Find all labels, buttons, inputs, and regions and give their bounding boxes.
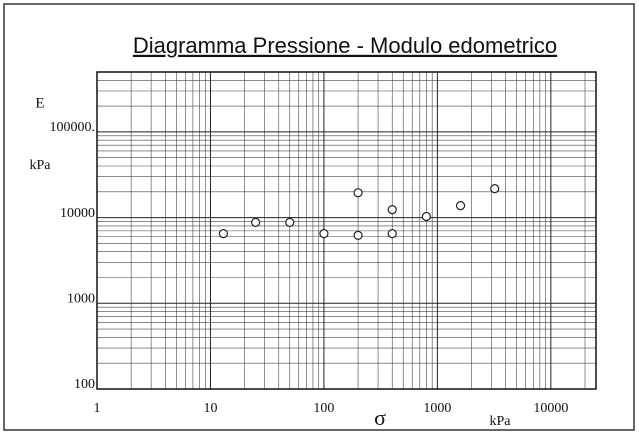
x-tick-label: 10 bbox=[203, 401, 217, 416]
x-label: σ bbox=[374, 405, 386, 430]
chart-title: Diagramma Pressione - Modulo edometrico bbox=[133, 33, 557, 58]
x-tick-label: 1000 bbox=[423, 401, 451, 416]
y-tick-label: 10000 bbox=[60, 206, 95, 221]
x-unit: kPa bbox=[490, 414, 512, 429]
point bbox=[455, 201, 466, 211]
point bbox=[387, 229, 397, 239]
x-tick-label: 1 bbox=[94, 401, 101, 416]
point bbox=[251, 217, 261, 227]
point bbox=[421, 211, 431, 222]
y-tick-label: 100000. bbox=[50, 120, 96, 135]
y-label: E bbox=[35, 95, 44, 111]
frame bbox=[3, 3, 635, 431]
point bbox=[490, 183, 500, 194]
x-tick-label: 10000 bbox=[533, 401, 568, 416]
plot-frame bbox=[96, 71, 597, 390]
point bbox=[218, 229, 228, 239]
point bbox=[353, 188, 363, 198]
point bbox=[319, 229, 329, 239]
x-tick-label: 100 bbox=[313, 401, 334, 416]
y-tick-label: 100 bbox=[74, 377, 95, 392]
y-tick-label: 1000 bbox=[67, 292, 95, 307]
y-unit: kPa bbox=[30, 158, 52, 173]
point bbox=[353, 230, 363, 240]
point bbox=[285, 217, 295, 227]
point bbox=[387, 204, 397, 215]
